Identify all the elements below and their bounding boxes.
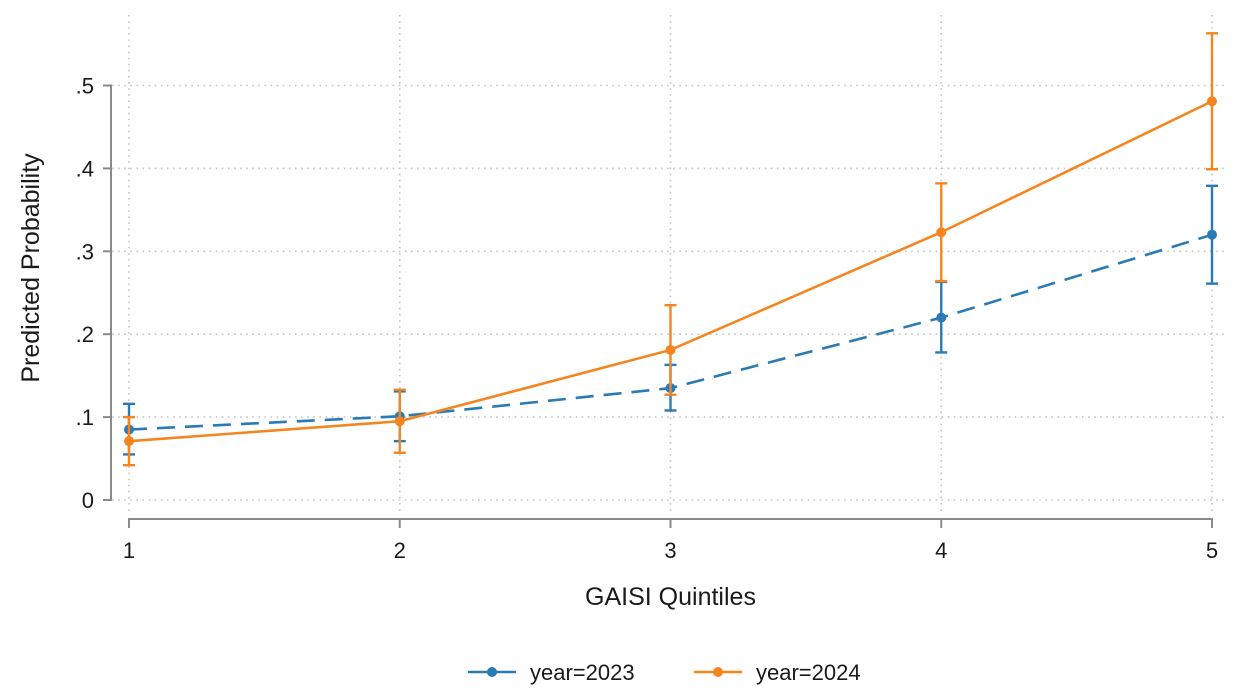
y-tick-label: .1 (76, 405, 94, 430)
y-tick-label: .3 (76, 239, 94, 264)
series-2 (123, 32, 1218, 467)
data-point (936, 227, 947, 238)
legend-item: year=2023 (468, 660, 635, 685)
y-tick-label: .4 (76, 156, 94, 181)
legend-marker (487, 667, 497, 677)
series-layer (123, 32, 1218, 467)
legend-marker (713, 667, 723, 677)
data-point (1207, 229, 1217, 240)
data-point (124, 436, 134, 447)
data-point (665, 344, 676, 355)
x-tick-label: 1 (123, 538, 135, 563)
x-tick-label: 5 (1206, 538, 1218, 563)
x-tick-label: 3 (664, 538, 676, 563)
y-tick-label: .2 (76, 322, 94, 347)
x-tick-label: 2 (394, 538, 406, 563)
y-tick-label: .5 (76, 74, 94, 99)
legend-item: year=2024 (694, 660, 861, 685)
legend-label: year=2024 (756, 660, 861, 685)
axes: 0 .1 .2 .3 .4 .5 1 2 3 4 5 (76, 74, 1218, 564)
legend-label: year=2023 (530, 660, 635, 685)
x-tick-label: 4 (935, 538, 947, 563)
data-point (936, 312, 947, 323)
grid (112, 15, 1225, 514)
y-tick-label: 0 (82, 488, 94, 513)
data-point (1207, 96, 1217, 107)
data-point (394, 416, 405, 427)
y-axis-title: Predicted Probability (17, 153, 45, 383)
x-axis-title: GAISI Quintiles (585, 583, 756, 611)
legend: year=2023 year=2024 (468, 660, 861, 685)
